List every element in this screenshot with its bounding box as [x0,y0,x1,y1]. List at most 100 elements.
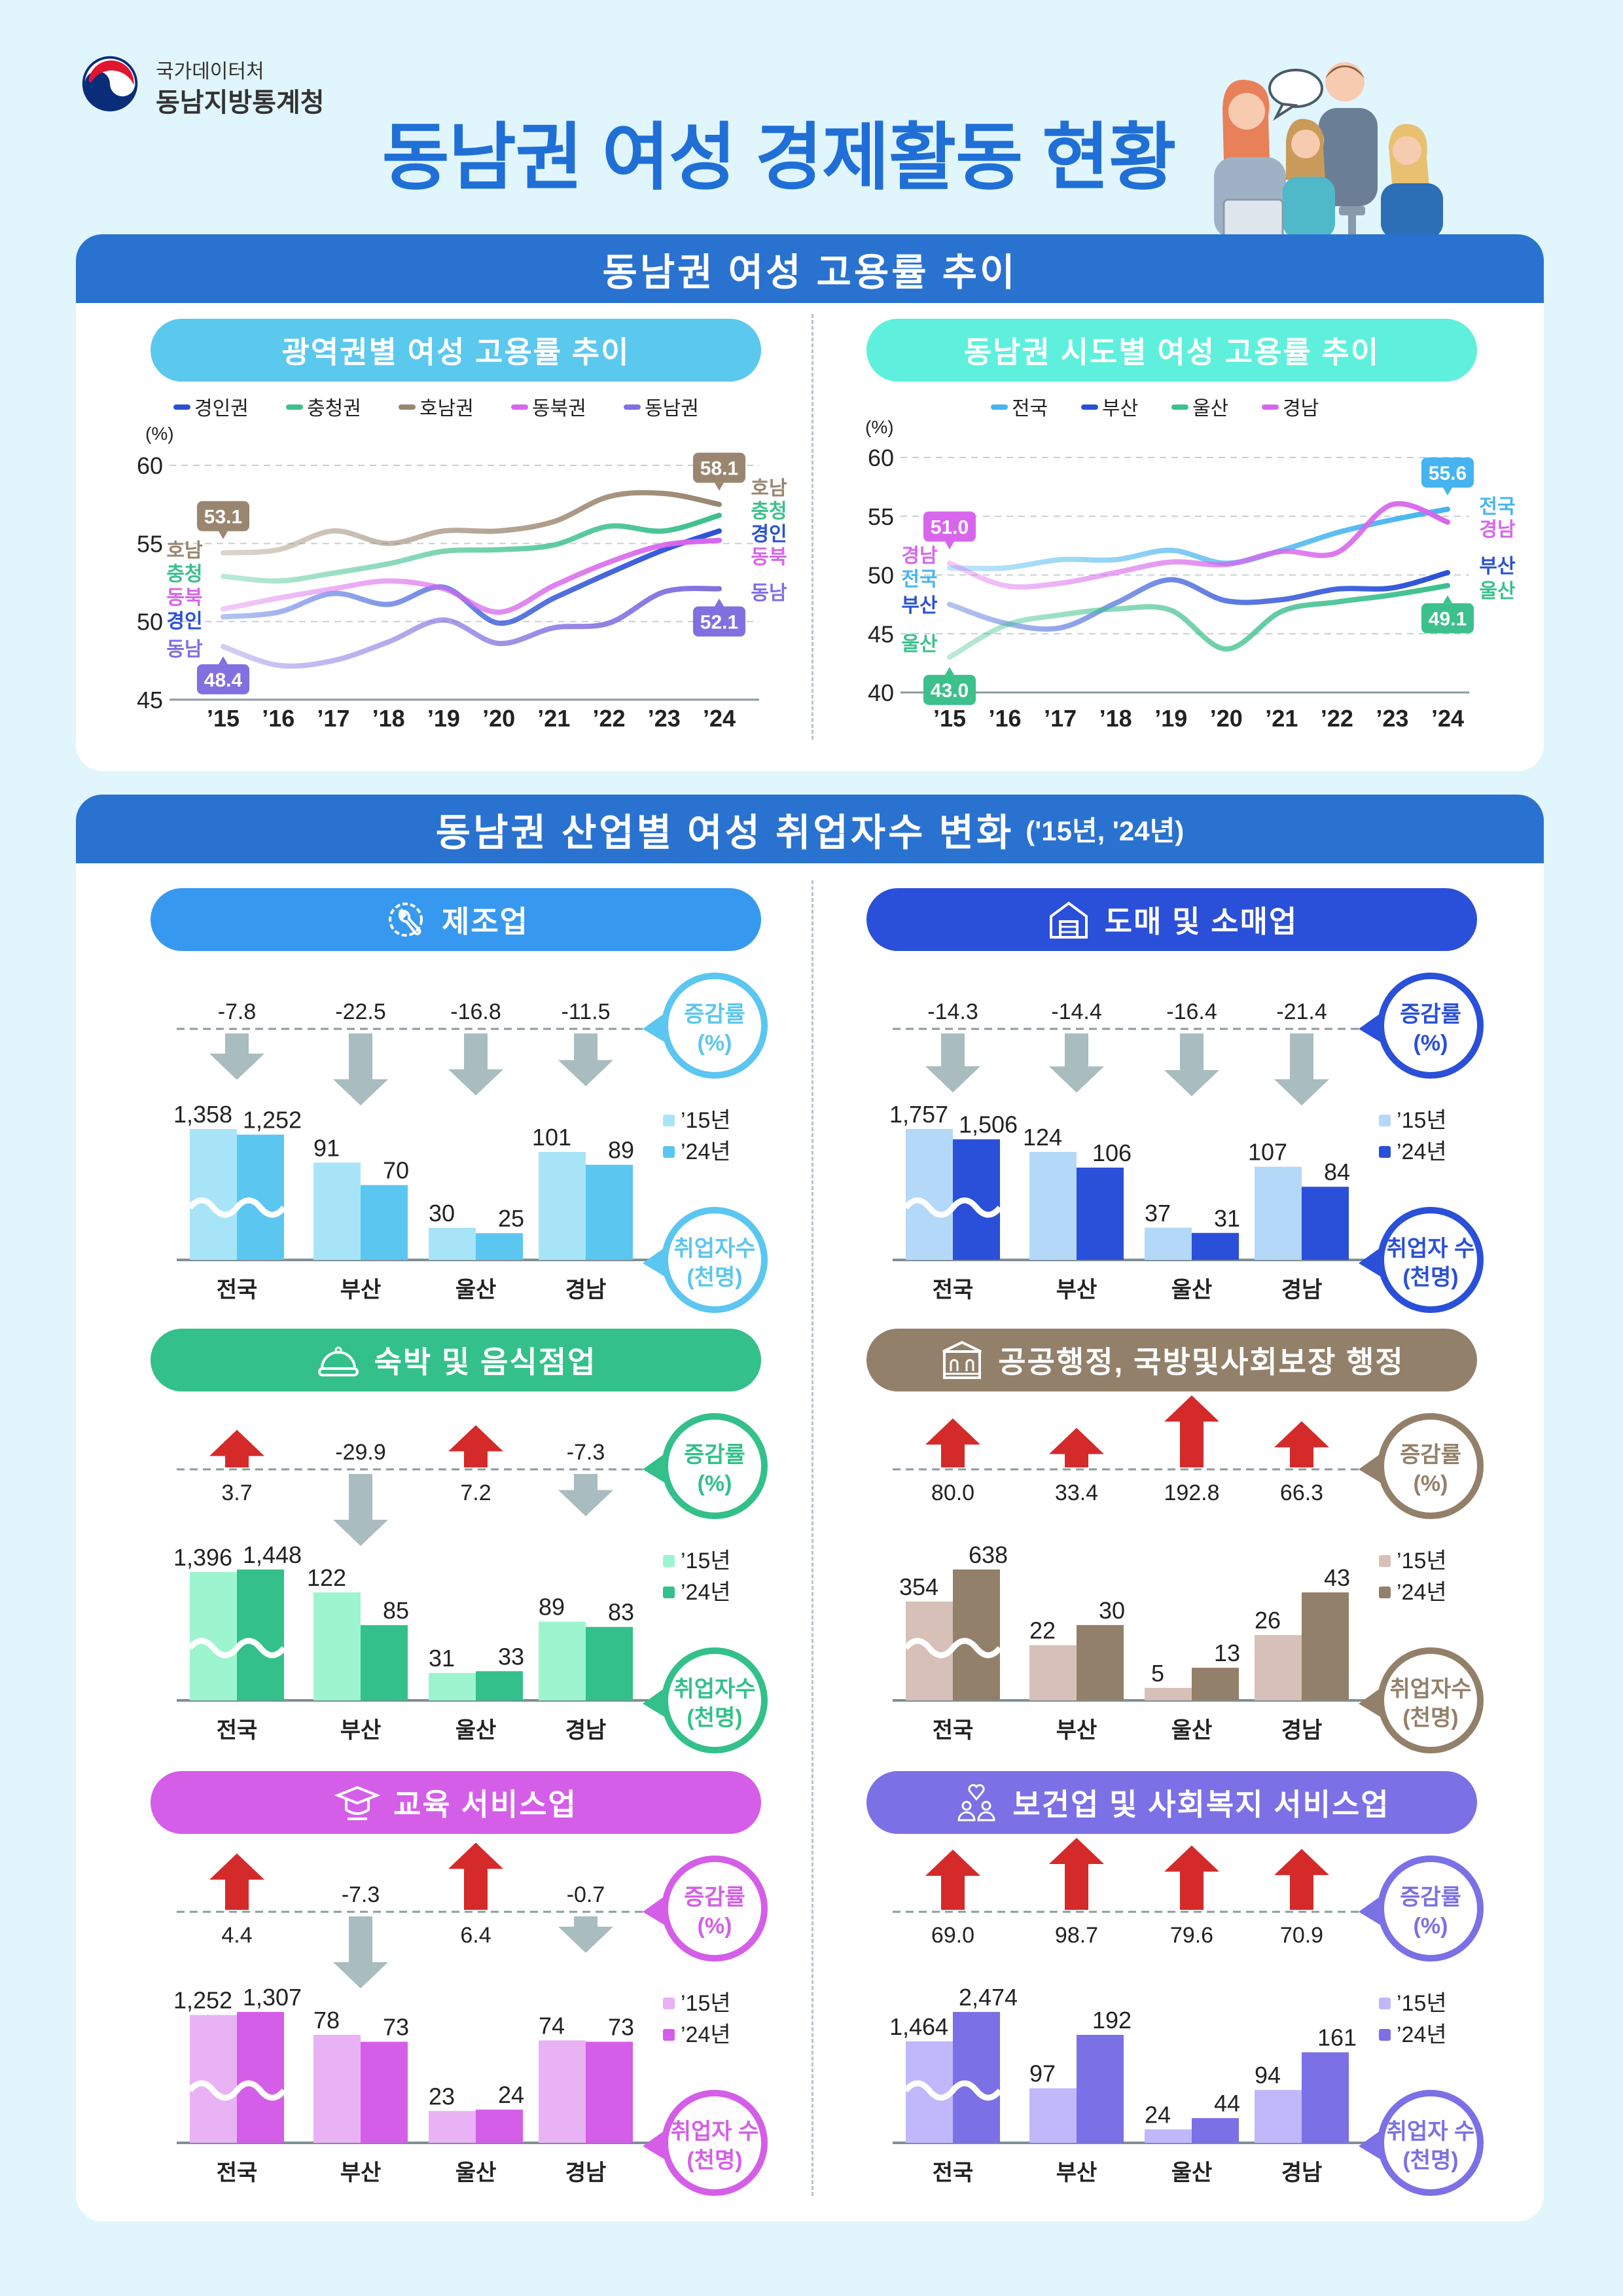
industry-panel: 보건업 및 사회복지 서비스업 1,464 2,474 전국 69.0 97 192 부산 98… [866,1771,1495,2203]
bar-value-label: 24 [498,2081,524,2108]
bar-value-label: 83 [608,1599,634,1626]
legend-label: ’15년 [1397,1108,1447,1133]
bar-value-label: 2,474 [959,1984,1018,2011]
x-tick-label: ’20 [482,705,515,732]
bar-value-label: 22 [1029,1617,1056,1644]
bar-value-label: 37 [1145,1200,1171,1227]
bar-2024 [586,2041,633,2143]
bar-chart: 1,252 1,307 전국 4.4 78 73 부산 -7.3 23 24 울산 6.4 74 73 경남… [173,1842,768,2196]
category-label: 울산 [1171,1278,1213,1302]
callout-value: 52.1 [700,612,738,634]
callout-pointer [715,482,724,491]
axis-break-mark [903,1197,1003,1218]
badge-label: 취업자수 [673,1236,755,1261]
badge-pointer [643,1011,668,1044]
y-tick-label: 45 [868,620,894,647]
x-tick-label: ’22 [593,705,626,732]
bar-value-label: 44 [1214,2090,1240,2117]
series-start-label: 동남 [166,639,203,660]
increase-arrow-icon [925,1418,980,1467]
badge-unit: (%) [698,1031,732,1056]
series-line [947,583,1450,660]
bar-value-label: 73 [608,2014,634,2041]
badge-pointer [1359,2128,1383,2161]
bar-value-label: 106 [1092,1139,1132,1166]
series-start-label: 경인 [166,611,202,632]
legend-label: ’24년 [681,1139,731,1164]
value-callout: 49.1 [1421,595,1474,634]
badge-circle [662,1856,768,1962]
bar-value-label: 124 [1023,1124,1062,1151]
bar-2015 [1029,1152,1077,1260]
bar-2015 [429,1673,476,1700]
change-rate-label: 98.7 [1055,1923,1098,1948]
series-line [947,569,1450,632]
legend-swatch [1171,404,1188,410]
food-dome-icon [317,1346,359,1376]
change-rate-label: 66.3 [1280,1480,1323,1505]
bar-value-label: 70 [383,1157,409,1184]
value-callout: 55.6 [1421,457,1474,495]
series-line [221,528,722,626]
rate-badge: 증감률 (%) [643,973,768,1079]
axis-break-mark [187,2080,287,2101]
chart-title: 광역권별 여성 고용률 추이 [281,335,630,369]
x-tick-label: ’24 [1431,705,1464,732]
value-callout: 48.4 [197,656,249,694]
value-callout: 58.1 [693,452,745,491]
rate-badge: 증감률 (%) [643,1856,768,1962]
line-charts: 45 50 55 60 (%) ’15 ’16 ’17 ’18 ’19 ’20 ’21 ’22 ’23 ’2… [137,398,1516,732]
section-title: 동남권 여성 고용률 추이 [76,234,1544,303]
series-end-label: 울산 [1479,581,1516,602]
count-badge: 취업자수 (천명) [1359,1647,1484,1753]
increase-arrow-icon [925,1850,980,1910]
industry-title: 공공행정, 국방및사회보장 행정 [998,1345,1404,1379]
series-end-label: 부산 [1479,556,1516,577]
series-end-label: 동북 [751,547,787,568]
rate-badge: 증감률 (%) [643,1413,768,1519]
legend-swatch [1262,404,1279,410]
industry-title: 교육 서비스업 [393,1787,577,1821]
legend-swatch [663,2029,675,2041]
series-end-label: 경인 [751,524,787,545]
category-label: 전국 [933,2161,974,2185]
decrease-arrow-icon [333,1916,388,1988]
value-callout: 52.1 [693,598,745,637]
bar-2015 [539,1152,586,1260]
series-end-label: 경남 [1479,519,1516,541]
series-line [221,490,722,556]
bar-chart: 1,757 1,506 전국 -14.3 124 106 부산 -14.4 37 31 울산 -16.… [889,973,1484,1313]
legend-label: 충청권 [307,398,361,420]
count-badge: 취업자수 (천명) [643,1647,768,1753]
badge-label: 취업자 수 [1387,1236,1475,1261]
industry-title-pill: 도매 및 소매업 [866,888,1477,951]
value-callout: 43.0 [923,667,976,706]
category-label: 경남 [1281,1718,1323,1743]
bar-2024 [237,1570,284,1700]
change-rate-label: 69.0 [931,1923,974,1948]
change-rate-label: -11.5 [562,999,611,1024]
org-name-line1: 국가데이터처 [156,61,264,82]
legend-label: 동남권 [645,398,699,420]
decrease-arrow-icon [558,1474,613,1516]
bar-2024 [1192,1232,1239,1260]
badge-unit: (천명) [687,1706,742,1731]
decrease-arrow-icon [1049,1033,1104,1093]
bar-2024 [361,1185,408,1260]
change-rate-label: -7.8 [218,999,257,1024]
category-label: 울산 [1171,1718,1213,1743]
category-label: 전국 [933,1718,974,1743]
page-title: 동남권 여성 경제활동 현황 [382,117,1177,198]
bar-2024 [586,1164,633,1260]
rate-badge: 증감률 (%) [1359,973,1484,1079]
bar-2024 [237,1134,284,1260]
legend-swatch [991,404,1008,410]
change-rate-label: 4.4 [221,1923,252,1948]
industry-title: 제조업 [442,905,529,939]
x-tick-label: ’21 [1265,705,1298,732]
bar-2024 [1302,2052,1349,2143]
change-rate-label: 79.6 [1170,1923,1213,1948]
bar-2024 [1192,1668,1239,1700]
bar-chart: 1,464 2,474 전국 69.0 97 192 부산 98.7 24 44 울산 79.6 94 1… [889,1838,1484,2196]
change-rate-label: 33.4 [1055,1480,1098,1505]
